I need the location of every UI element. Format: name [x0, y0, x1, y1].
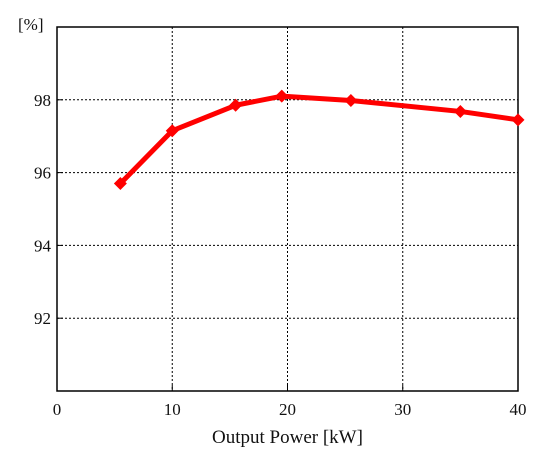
data-point-3	[275, 89, 289, 103]
y-axis-ticks: 92 94 96 98	[34, 91, 63, 328]
data-point-4	[344, 94, 358, 108]
data-point-0	[113, 177, 127, 191]
x-tick-label-30: 30	[394, 400, 411, 419]
y-tick-label-96: 96	[34, 164, 51, 183]
y-tick-label-94: 94	[34, 236, 52, 255]
y-axis-label: [%]	[18, 15, 43, 34]
data-point-2	[229, 98, 243, 112]
data-point-5	[453, 104, 467, 118]
x-tick-label-0: 0	[53, 400, 62, 419]
data-point-1	[165, 124, 179, 138]
x-tick-label-20: 20	[279, 400, 296, 419]
y-tick-label-98: 98	[34, 91, 51, 110]
data-point-6	[511, 113, 525, 127]
grid-lines	[57, 27, 518, 391]
x-axis-label: Output Power [kW]	[212, 427, 363, 448]
series-efficiency	[113, 89, 525, 191]
x-tick-label-40: 40	[510, 400, 527, 419]
x-axis-ticks: 0 10 20 30 40	[53, 385, 527, 419]
x-tick-label-10: 10	[164, 400, 181, 419]
y-tick-label-92: 92	[34, 309, 51, 328]
